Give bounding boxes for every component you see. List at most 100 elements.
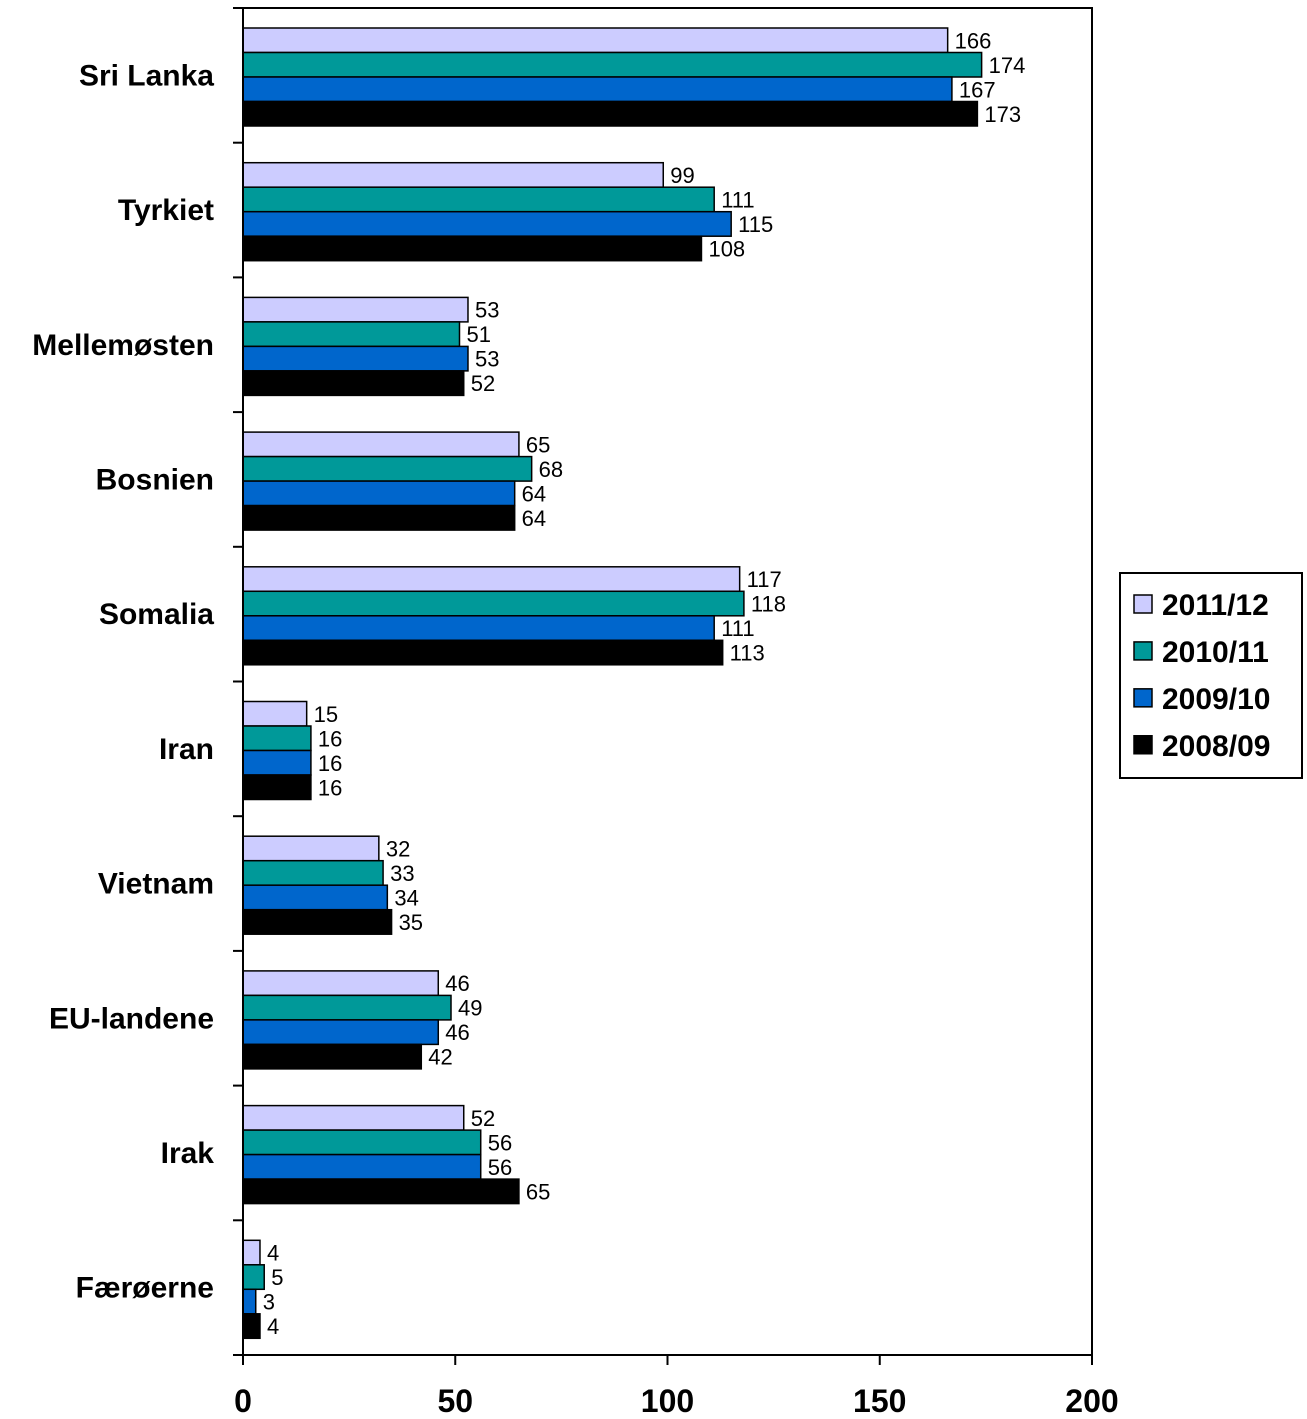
data-label: 35 xyxy=(399,910,423,935)
bar xyxy=(242,345,469,372)
bar xyxy=(242,1019,440,1046)
bar xyxy=(242,1178,520,1205)
data-label: 52 xyxy=(471,1106,495,1131)
bar xyxy=(242,1288,257,1315)
bar xyxy=(242,1153,482,1180)
legend: 2011/12 2010/11 2009/10 2008/09 xyxy=(1119,572,1303,779)
bar xyxy=(242,51,983,78)
data-label: 3 xyxy=(263,1290,275,1315)
data-label: 46 xyxy=(445,971,469,996)
bar xyxy=(242,1043,423,1070)
data-label: 174 xyxy=(989,53,1026,78)
data-label: 117 xyxy=(747,567,782,592)
bar xyxy=(242,859,384,886)
category-label: Somalia xyxy=(99,598,214,631)
data-label: 4 xyxy=(267,1241,279,1266)
data-label: 53 xyxy=(475,298,499,323)
bar xyxy=(242,186,715,213)
data-label: 167 xyxy=(959,77,996,102)
x-tick-label: 100 xyxy=(641,1383,694,1419)
bar xyxy=(242,639,724,666)
bar xyxy=(242,455,533,482)
legend-label: 2010/11 xyxy=(1162,636,1269,669)
bar xyxy=(242,296,469,323)
legend-swatch xyxy=(1133,688,1153,708)
category-label: Tyrkiet xyxy=(118,194,214,227)
bar xyxy=(242,1264,265,1291)
x-tick-label: 200 xyxy=(1065,1383,1118,1419)
x-tick-label: 50 xyxy=(437,1383,473,1419)
data-label: 173 xyxy=(984,102,1021,127)
data-label: 52 xyxy=(471,371,495,396)
axes: 0 50 100 150 200 xyxy=(233,7,1119,1419)
legend-swatch xyxy=(1133,594,1153,614)
data-label: 33 xyxy=(390,861,414,886)
category-label-group: Sri Lanka Tyrkiet Mellemøsten Bosnien Somali… xyxy=(32,59,214,1304)
data-label: 53 xyxy=(475,347,499,372)
bar xyxy=(242,994,452,1021)
bar xyxy=(242,566,741,593)
data-label: 15 xyxy=(314,702,338,727)
category-label: Vietnam xyxy=(98,868,214,901)
bar xyxy=(242,504,516,531)
bar xyxy=(242,1239,261,1266)
legend-swatch xyxy=(1133,641,1153,661)
bar xyxy=(242,100,979,127)
bar xyxy=(242,76,953,103)
data-label: 99 xyxy=(670,163,694,188)
data-label: 64 xyxy=(522,506,546,531)
bar xyxy=(242,590,745,617)
bar xyxy=(242,480,516,507)
data-label: 49 xyxy=(458,996,482,1021)
bar xyxy=(242,1313,261,1340)
data-label: 56 xyxy=(488,1130,512,1155)
bar xyxy=(242,749,312,776)
data-label: 16 xyxy=(318,751,342,776)
bar xyxy=(242,370,465,397)
bar xyxy=(242,321,461,348)
x-tick-label: 0 xyxy=(234,1383,252,1419)
bar xyxy=(242,235,703,262)
legend-label: 2008/09 xyxy=(1162,730,1270,763)
bar xyxy=(242,1104,465,1131)
data-label: 65 xyxy=(526,432,550,457)
data-label: 32 xyxy=(386,836,410,861)
data-label: 111 xyxy=(721,616,754,641)
data-label: 111 xyxy=(721,187,754,212)
category-label: Mellemøsten xyxy=(32,329,214,362)
bar xyxy=(242,884,389,911)
category-label: Færøerne xyxy=(76,1272,214,1305)
legend-label: 2009/10 xyxy=(1162,683,1270,716)
bar xyxy=(242,161,665,188)
data-label: 42 xyxy=(428,1045,452,1070)
bar xyxy=(242,700,308,727)
legend-swatch xyxy=(1133,735,1153,755)
bar xyxy=(242,908,393,935)
category-label: EU-landene xyxy=(49,1002,214,1035)
category-label: Bosnien xyxy=(96,463,214,496)
bar xyxy=(242,1129,482,1156)
x-tick-label: 150 xyxy=(853,1383,906,1419)
bar-group xyxy=(242,27,983,1340)
bar xyxy=(242,835,380,862)
bar xyxy=(242,27,949,54)
data-label: 56 xyxy=(488,1155,512,1180)
data-label: 16 xyxy=(318,775,342,800)
data-label: 108 xyxy=(708,236,745,261)
bar xyxy=(242,970,440,997)
data-label: 68 xyxy=(539,457,563,482)
data-label: 65 xyxy=(526,1179,550,1204)
category-label: Irak xyxy=(161,1137,215,1170)
data-label: 16 xyxy=(318,726,342,751)
data-label: 166 xyxy=(955,28,992,53)
data-label-group: 1661741671739911111510853515352656864641… xyxy=(263,28,1026,1339)
bar xyxy=(242,774,312,801)
data-label: 5 xyxy=(271,1265,283,1290)
data-label: 51 xyxy=(466,322,490,347)
data-label: 115 xyxy=(738,212,773,237)
data-label: 113 xyxy=(730,641,765,666)
data-label: 4 xyxy=(267,1314,279,1339)
data-label: 34 xyxy=(394,885,418,910)
category-label: Sri Lanka xyxy=(79,59,214,92)
